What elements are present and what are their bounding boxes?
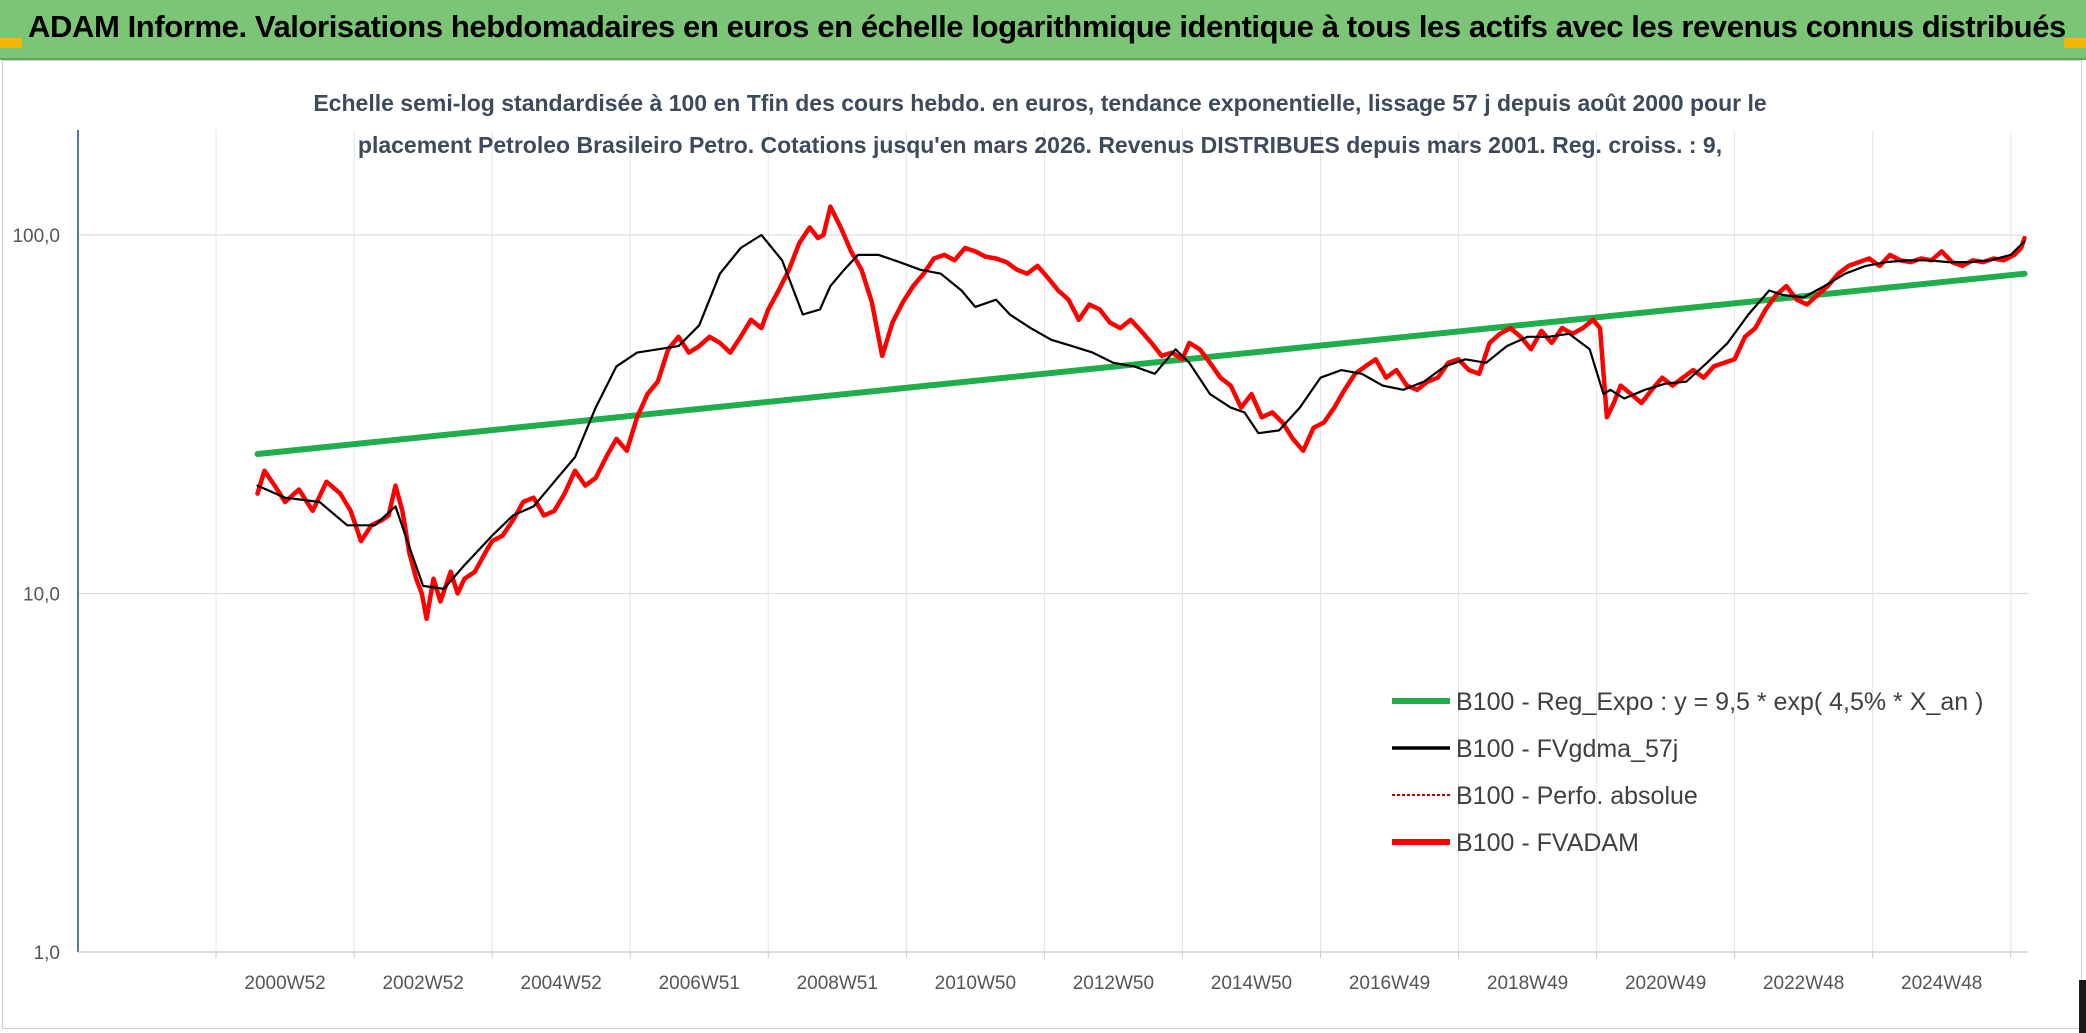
chart-frame [2,60,2082,1029]
x-tick-labels: 2000W52 2002W52 2004W52 2006W51 2008W51 2010W… [244,973,1982,994]
x-tick-label-7: 2014W50 [1211,973,1292,994]
x-tick-label-10: 2020W49 [1625,973,1706,994]
x-tick-label-1: 2002W52 [382,973,463,994]
series-line-adam [255,204,2027,622]
x-tick-label-8: 2016W49 [1349,973,1430,994]
gridlines [78,130,2028,958]
x-tick-label-4: 2008W51 [797,973,878,994]
y-tick-label-0: 1,0 [34,943,60,964]
x-tick-label-9: 2018W49 [1487,973,1568,994]
series-group [254,204,2028,622]
y-tick-label-1: 10,0 [23,585,60,606]
x-tick-label-3: 2006W51 [659,973,740,994]
x-tick-label-0: 2000W52 [244,973,325,994]
chart-subtitle-line-1: Echelle semi-log standardisée à 100 en T… [313,90,1766,116]
legend: B100 - Reg_Expo : y = 9,5 * exp( 4,5% * … [1392,688,1983,857]
series-line-moving_average [256,233,2026,591]
legend-label-absolute: B100 - Perfo. absolue [1456,782,1698,810]
corner-marker-right [2064,38,2086,48]
legend-label-regression: B100 - Reg_Expo : y = 9,5 * exp( 4,5% * … [1456,688,1983,716]
report-header-banner: ADAM Informe. Valorisations hebdomadaire… [0,0,2086,60]
x-tick-label-6: 2012W50 [1073,973,1154,994]
x-tick-label-11: 2022W48 [1763,973,1844,994]
legend-label-moving-average: B100 - FVgdma_57j [1456,735,1678,763]
y-tick-labels: 1,0 10,0 100,0 [12,226,60,964]
corner-marker-left [0,38,22,48]
report-title: ADAM Informe. Valorisations hebdomadaire… [28,9,2066,44]
chart-subtitle-line-2: placement Petroleo Brasileiro Petro. Cot… [358,132,1722,158]
y-tick-label-2: 100,0 [12,226,60,247]
x-tick-label-12: 2024W48 [1901,973,1982,994]
x-tick-label-2: 2004W52 [521,973,602,994]
edge-bar [2079,980,2086,1033]
legend-label-adam: B100 - FVADAM [1456,829,1639,857]
series-line-regression [254,270,2028,457]
x-tick-label-5: 2010W50 [935,973,1016,994]
